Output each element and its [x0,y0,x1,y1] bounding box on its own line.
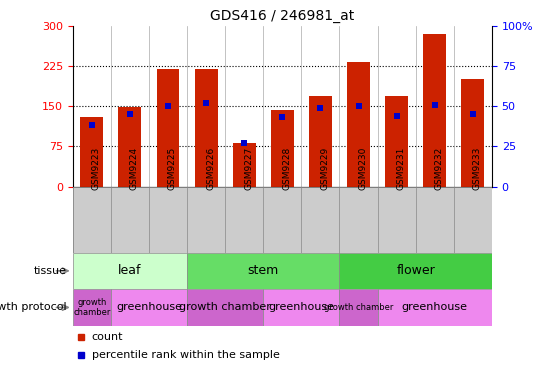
Point [392,113,401,119]
Bar [461,79,484,187]
Bar [423,34,446,187]
Text: greenhouse: greenhouse [402,302,468,313]
Point [316,105,325,111]
Text: greenhouse: greenhouse [116,302,182,313]
Bar [195,68,217,187]
Point [240,140,249,146]
Bar [263,289,339,326]
Text: count: count [92,332,123,342]
Text: tissue: tissue [34,266,67,276]
Text: GSM9232: GSM9232 [435,147,444,190]
Bar [187,253,339,289]
Point [163,103,172,109]
Text: flower: flower [396,264,435,277]
Point [125,111,134,117]
Text: growth protocol: growth protocol [0,302,67,313]
Text: greenhouse: greenhouse [268,302,334,313]
Bar [119,107,141,187]
Text: stem: stem [248,264,279,277]
Bar [73,253,187,289]
Point [468,111,477,117]
Bar [157,68,179,187]
Point [278,115,287,120]
Text: GSM9231: GSM9231 [397,146,406,190]
Point [87,123,96,128]
Point [202,100,211,106]
Text: growth chamber: growth chamber [324,303,393,312]
Text: GSM9228: GSM9228 [282,147,291,190]
Title: GDS416 / 246981_at: GDS416 / 246981_at [210,9,354,23]
Text: GSM9224: GSM9224 [130,147,139,190]
Text: growth chamber: growth chamber [179,302,271,313]
Bar [309,97,332,187]
Bar [80,117,103,187]
Text: percentile rank within the sample: percentile rank within the sample [92,350,280,360]
Bar [73,289,111,326]
Text: leaf: leaf [118,264,141,277]
Point [430,102,439,108]
Text: GSM9227: GSM9227 [244,147,253,190]
Bar [187,289,263,326]
Bar [271,111,293,187]
Bar [339,253,492,289]
Text: GSM9223: GSM9223 [92,147,101,190]
Bar [377,289,492,326]
Text: GSM9229: GSM9229 [320,147,329,190]
Text: GSM9233: GSM9233 [473,146,482,190]
Bar [339,289,377,326]
Bar [347,62,370,187]
Text: growth
chamber: growth chamber [73,298,111,317]
Text: GSM9226: GSM9226 [206,147,215,190]
Text: GSM9230: GSM9230 [358,146,367,190]
Bar [233,143,255,187]
Bar [111,289,187,326]
Bar [385,97,408,187]
Point [354,103,363,109]
Text: GSM9225: GSM9225 [168,147,177,190]
